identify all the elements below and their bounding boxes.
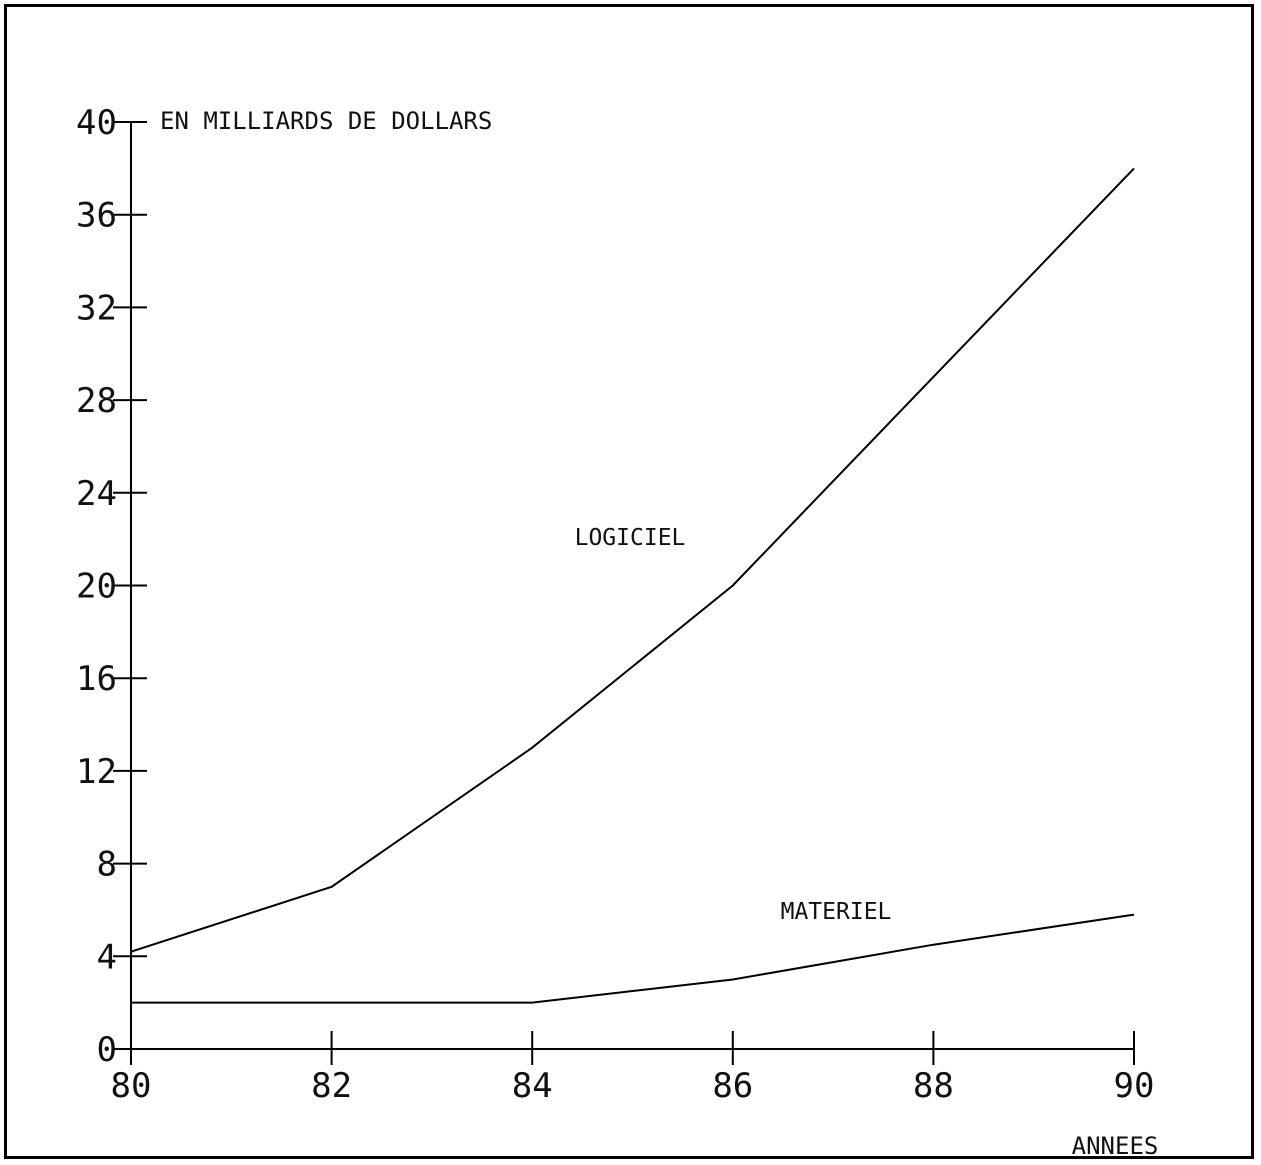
y-tick-label: 28 (76, 381, 117, 421)
series-line-logiciel (130, 167, 1135, 953)
y-tick-label: 40 (76, 103, 117, 143)
x-tick-label: 90 (1114, 1066, 1155, 1106)
y-tick-label: 16 (76, 659, 117, 699)
y-axis-title: EN MILLIARDS DE DOLLARS (160, 107, 492, 135)
y-tick-label: 36 (76, 196, 117, 236)
x-ticks: 80 82 84 86 88 90 (111, 1031, 1155, 1106)
y-tick-label: 12 (76, 752, 117, 792)
y-tick-label: 24 (76, 474, 117, 514)
series-line-materiel (131, 913, 1135, 1004)
series-label: LOGICIEL (575, 525, 686, 551)
x-tick-label: 86 (712, 1066, 753, 1106)
series-group: LOGICIEL MATERIEL (130, 167, 1135, 1004)
x-axis-title: ANNEES (1072, 1132, 1159, 1160)
x-tick-label: 82 (311, 1066, 352, 1106)
y-tick-label: 20 (76, 567, 117, 607)
series-label: MATERIEL (781, 899, 892, 925)
y-tick-label: 0 (97, 1030, 117, 1070)
x-tick-label: 88 (913, 1066, 954, 1106)
y-tick-label: 8 (97, 845, 117, 885)
y-tick-label: 32 (76, 288, 117, 328)
y-tick-label: 4 (97, 937, 117, 977)
axes (130, 122, 1134, 1050)
chart-frame (4, 4, 1254, 1159)
y-ticks: 0 4 8 12 16 20 24 28 32 36 40 (76, 103, 147, 1070)
x-tick-label: 84 (512, 1066, 553, 1106)
x-tick-label: 80 (111, 1066, 152, 1106)
